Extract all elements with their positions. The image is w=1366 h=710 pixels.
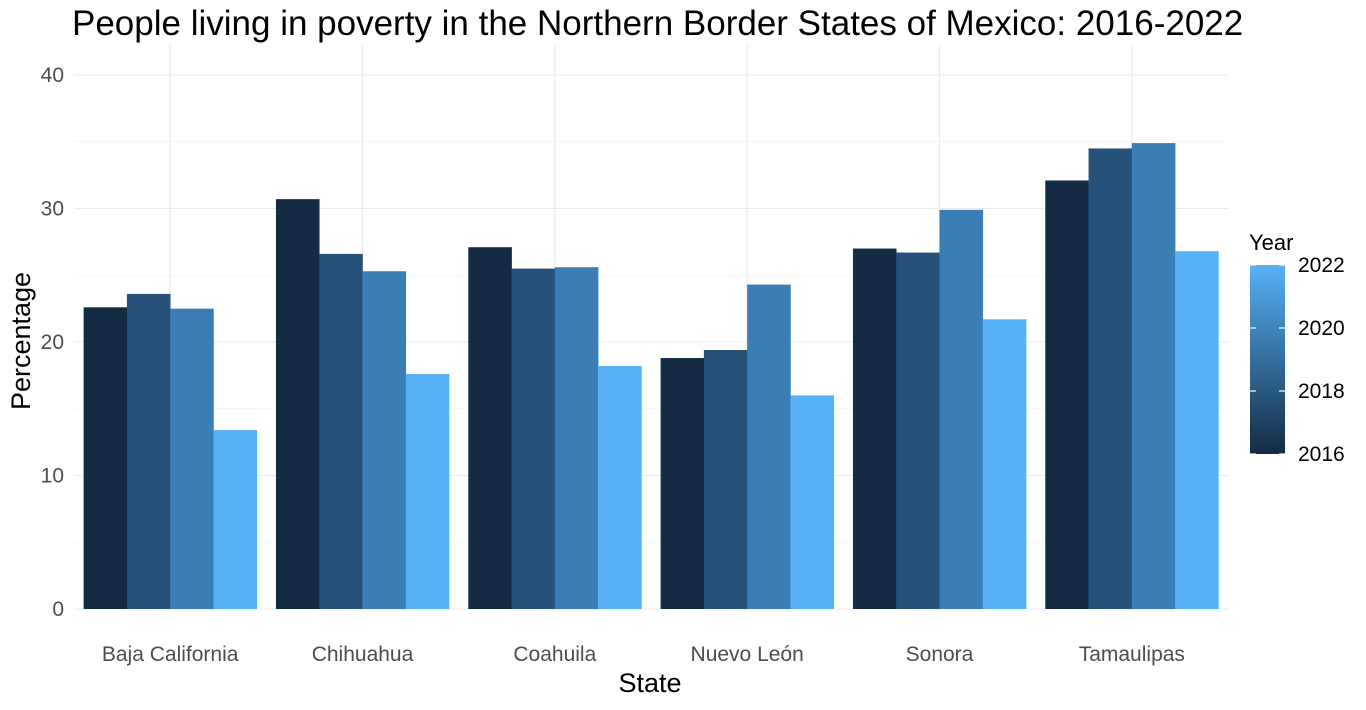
bar-2018	[1088, 148, 1133, 610]
bar-2018	[511, 268, 556, 609]
bar-2016	[275, 199, 320, 609]
y-tick-label: 10	[41, 465, 64, 488]
legend-label: 2018	[1298, 380, 1345, 403]
x-tick-label: Nuevo León	[691, 643, 804, 666]
legend-label: 2022	[1298, 254, 1345, 277]
bar-2016	[660, 358, 705, 609]
legend-title: Year	[1249, 230, 1293, 255]
x-axis-title: State	[618, 668, 681, 698]
bar-2020	[554, 267, 599, 609]
bar-2016	[83, 307, 128, 609]
bar-2020	[362, 271, 407, 609]
bar-2020	[747, 284, 791, 609]
bar-2020	[1131, 143, 1176, 609]
bar-2022	[213, 430, 258, 609]
bar-2016	[1045, 180, 1089, 609]
bars	[83, 143, 1219, 610]
y-axis-title: Percentage	[6, 272, 36, 410]
y-tick-label: 0	[52, 598, 64, 621]
legend-colorbar	[1250, 265, 1285, 454]
x-tick-label: Chihuahua	[312, 643, 414, 666]
bar-2022	[1175, 251, 1219, 609]
bar-2016	[468, 247, 512, 609]
x-tick-label: Baja California	[102, 643, 239, 666]
bar-2018	[126, 293, 171, 609]
bar-2018	[703, 350, 748, 609]
bar-2018	[896, 252, 940, 609]
chart-title: People living in poverty in the Northern…	[72, 4, 1243, 43]
bar-2020	[939, 209, 984, 609]
bar-2020	[170, 308, 214, 609]
bar-2022	[790, 395, 835, 609]
y-tick-label: 30	[41, 198, 64, 221]
legend-label: 2016	[1298, 443, 1345, 466]
legend-labels: 2022 2020 2018 2016	[1250, 254, 1345, 466]
x-tick-label: Sonora	[906, 643, 974, 666]
y-axis-ticks: 0 10 20 30 40	[41, 64, 64, 621]
legend: Year 2022 2020 2018 2016	[1249, 230, 1345, 466]
bar-2018	[319, 253, 363, 609]
x-axis-ticks: Baja California Chihuahua Coahuila Nuevo Le…	[102, 643, 1185, 666]
bar-2022	[405, 374, 450, 609]
x-tick-label: Tamaulipas	[1079, 643, 1185, 666]
x-tick-label: Coahuila	[513, 643, 596, 666]
legend-label: 2020	[1298, 317, 1345, 340]
bar-2016	[852, 248, 897, 610]
y-tick-label: 40	[41, 64, 64, 87]
bar-2022	[982, 319, 1027, 609]
y-tick-label: 20	[41, 331, 64, 354]
bar-2022	[598, 366, 642, 609]
